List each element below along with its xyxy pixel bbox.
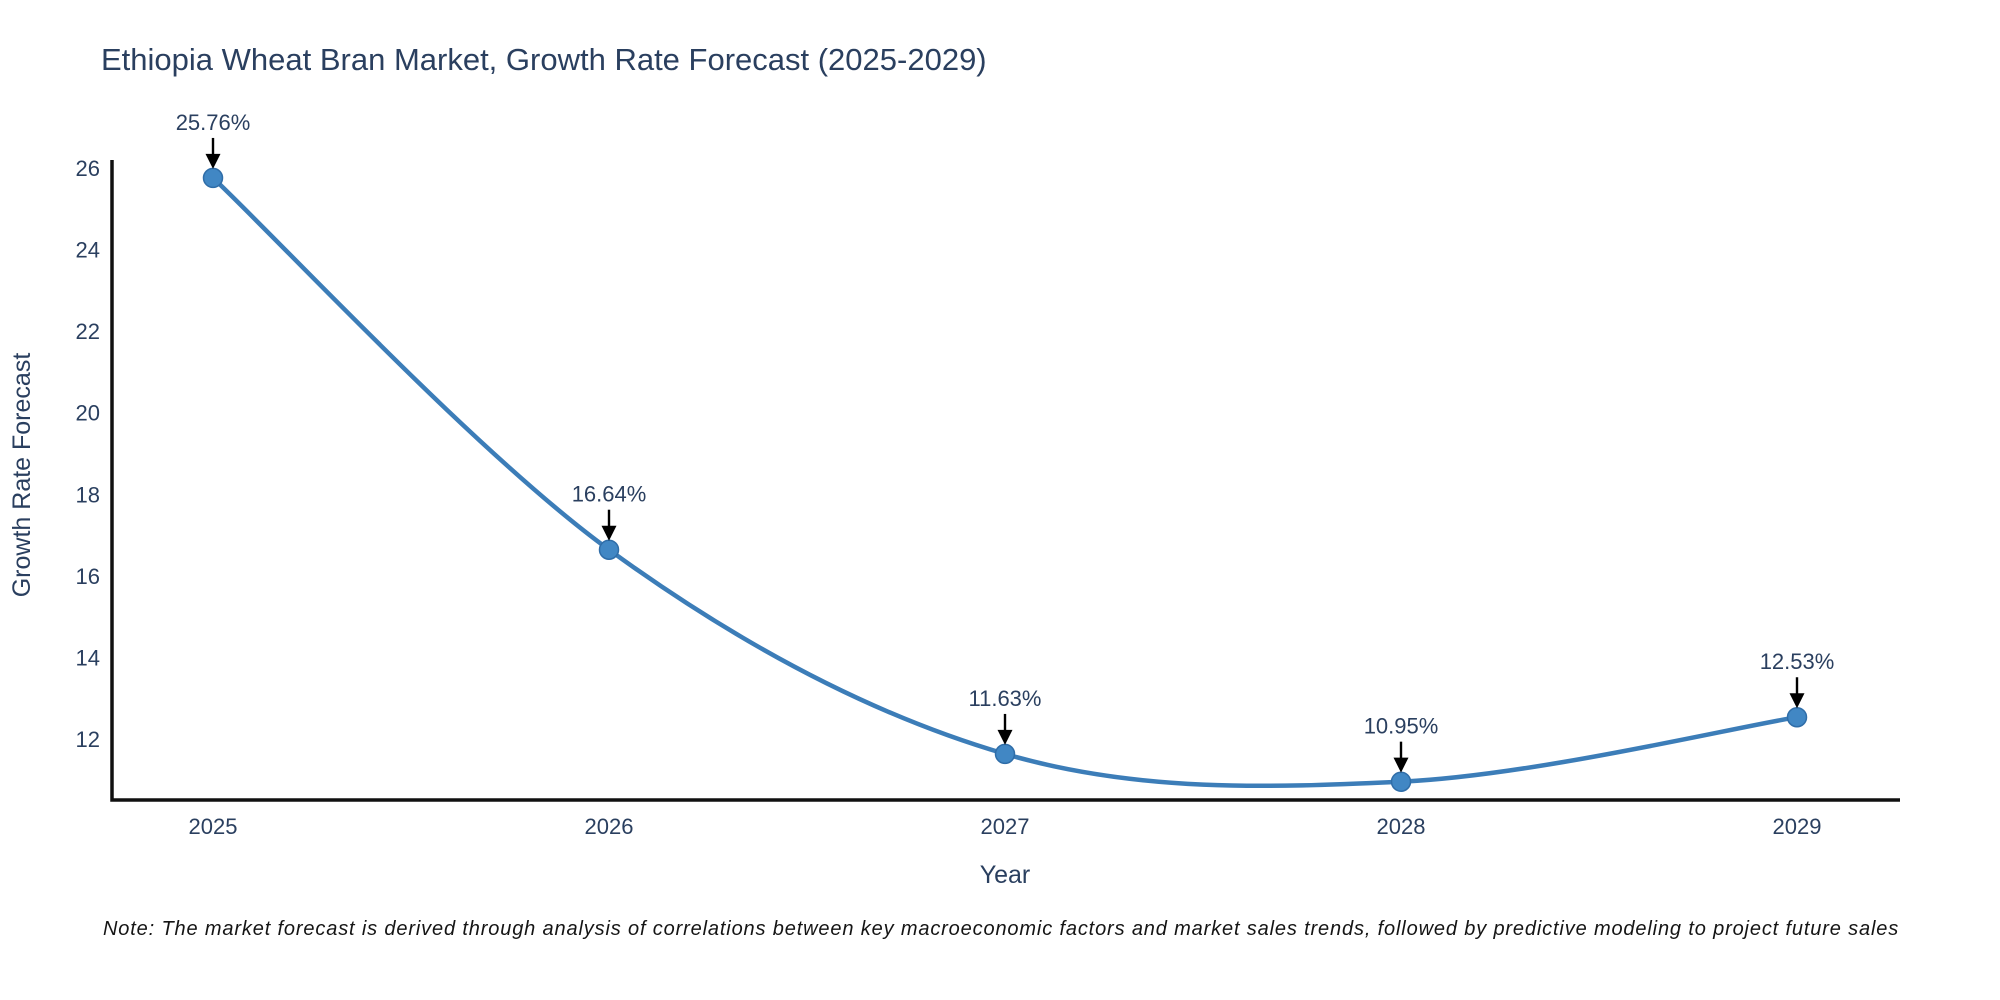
y-tick-label: 18 — [76, 482, 100, 507]
annotation-arrow-head — [205, 153, 221, 169]
annotation-arrow-head — [1393, 757, 1409, 773]
data-point-label: 10.95% — [1364, 714, 1439, 739]
axis-lines — [110, 160, 1900, 802]
data-point-marker — [1390, 771, 1412, 792]
y-tick-label: 14 — [76, 645, 100, 670]
y-tick-label: 22 — [76, 319, 100, 344]
y-tick-label: 26 — [76, 156, 100, 181]
annotation-arrow-head — [601, 525, 617, 541]
y-tick-label: 24 — [76, 238, 100, 263]
annotation-arrow-head — [997, 729, 1013, 745]
footnote: Note: The market forecast is derived thr… — [103, 918, 1900, 940]
x-tick-label: 2029 — [1773, 814, 1822, 839]
x-tick-label: 2026 — [585, 814, 634, 839]
y-tick-label: 20 — [76, 401, 100, 426]
y-tick-label: 16 — [76, 564, 100, 589]
data-point-marker — [1786, 706, 1808, 728]
data-point-label: 25.76% — [176, 110, 251, 135]
data-point-marker — [202, 167, 224, 189]
data-point-marker — [598, 539, 620, 560]
data-point-marker — [994, 743, 1016, 765]
x-axis-title: Year — [979, 861, 1031, 889]
annotation-arrow-head — [1789, 693, 1805, 709]
x-tick-label: 2027 — [981, 814, 1030, 839]
data-point-label: 16.64% — [572, 482, 647, 507]
chart-title: Ethiopia Wheat Bran Market, Growth Rate … — [101, 42, 987, 77]
x-tick-label: 2028 — [1377, 814, 1426, 839]
data-point-label: 11.63% — [969, 686, 1042, 711]
data-point-label: 12.53% — [1760, 649, 1835, 674]
line-series — [210, 175, 1800, 789]
x-tick-label: 2025 — [189, 814, 238, 839]
y-tick-label: 12 — [76, 727, 100, 752]
